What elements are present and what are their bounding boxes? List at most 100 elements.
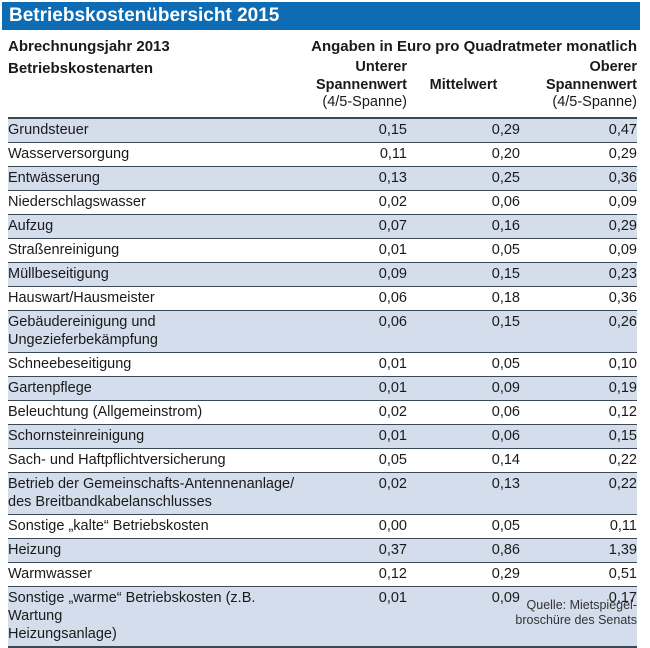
accounting-year-label: Abrechnungsjahr 2013: [8, 38, 170, 55]
value-upper: 0,17: [608, 589, 637, 606]
table-row: Gartenpflege 0,01 0,09 0,19: [8, 376, 637, 401]
table-row: Betrieb der Gemeinschafts-Antennenanlage…: [8, 472, 637, 515]
value-upper: 0,15: [608, 427, 637, 444]
value-lower: 0,01: [378, 427, 407, 444]
value-mean: 0,15: [491, 313, 520, 330]
value-upper: 0,29: [608, 145, 637, 162]
value-mean: 0,06: [491, 403, 520, 420]
row-label: Gebäudereinigung und Ungezieferbekämpfun…: [8, 313, 158, 348]
value-lower: 0,05: [378, 451, 407, 468]
table-row: Wasserversorgung 0,11 0,20 0,29: [8, 142, 637, 167]
table-row: Sonstige „kalte“ Betriebskosten 0,00 0,05 0…: [8, 514, 637, 539]
column-header-cost-types: Betriebskostenarten: [8, 60, 154, 77]
row-label: Heizung: [8, 541, 62, 558]
table-row: Straßenreinigung 0,01 0,05 0,09: [8, 238, 637, 263]
table-row: Entwässerung 0,13 0,25 0,36: [8, 166, 637, 191]
value-lower: 0,02: [378, 193, 407, 210]
value-upper: 0,26: [608, 313, 637, 330]
value-mean: 0,13: [491, 475, 520, 492]
row-label: Grundsteuer: [8, 121, 89, 138]
table-row: Beleuchtung (Allgemeinstrom) 0,02 0,06 0,12: [8, 400, 637, 425]
table-header: Abrechnungsjahr 2013 Angaben in Euro pro…: [0, 30, 650, 112]
value-upper: 0,22: [608, 451, 637, 468]
table-row: Hauswart/Hausmeister 0,06 0,18 0,36: [8, 286, 637, 311]
source-note: Quelle: Mietspiegel- broschüre des Senat…: [515, 598, 637, 627]
value-lower: 0,01: [378, 379, 407, 396]
value-lower: 0,12: [378, 565, 407, 582]
row-label: Entwässerung: [8, 169, 100, 186]
table-row: Grundsteuer 0,15 0,29 0,47: [8, 118, 637, 143]
page-title: Betriebskostenübersicht 2015: [2, 2, 640, 30]
row-label: Aufzug: [8, 217, 54, 234]
table-row: Niederschlagswasser 0,02 0,06 0,09: [8, 190, 637, 215]
value-lower: 0,06: [378, 313, 407, 330]
value-upper: 0,36: [608, 169, 637, 186]
value-upper: 0,12: [608, 403, 637, 420]
value-mean: 0,14: [491, 451, 520, 468]
table-row: Aufzug 0,07 0,16 0,29: [8, 214, 637, 239]
value-lower: 0,13: [378, 169, 407, 186]
units-note: Angaben in Euro pro Quadratmeter monatli…: [311, 38, 637, 55]
value-upper: 1,39: [608, 541, 637, 558]
value-upper: 0,19: [608, 379, 637, 396]
value-lower: 0,01: [378, 241, 407, 258]
value-lower: 0,15: [378, 121, 407, 138]
value-upper: 0,36: [608, 289, 637, 306]
row-label: Sach- und Haftpflichtversicherung: [8, 451, 226, 468]
value-lower: 0,01: [378, 589, 407, 606]
value-mean: 0,05: [491, 517, 520, 534]
value-mean: 0,09: [491, 589, 520, 606]
value-mean: 0,86: [491, 541, 520, 558]
column-header-upper: Oberer Spannenwert (4/5-Spanne): [545, 59, 637, 110]
value-mean: 0,15: [491, 265, 520, 282]
row-label: Sonstige „warme“ Betriebskosten (z.B. Wa…: [8, 589, 256, 642]
value-mean: 0,29: [491, 121, 520, 138]
row-label: Straßenreinigung: [8, 241, 120, 258]
row-label: Sonstige „kalte“ Betriebskosten: [8, 517, 209, 534]
table-row: Schneebeseitigung 0,01 0,05 0,10: [8, 352, 637, 377]
column-header-mean: Mittelwert: [429, 76, 498, 93]
column-header-lower: Unterer Spannenwert (4/5-Spanne): [315, 59, 407, 110]
value-upper: 0,51: [608, 565, 637, 582]
value-upper: 0,11: [609, 517, 637, 534]
value-lower: 0,09: [378, 265, 407, 282]
table-row: Warmwasser 0,12 0,29 0,51: [8, 562, 637, 587]
value-lower: 0,06: [378, 289, 407, 306]
value-upper: 0,10: [608, 355, 637, 372]
value-upper: 0,09: [608, 193, 637, 210]
value-upper: 0,22: [608, 475, 637, 492]
value-lower: 0,00: [378, 517, 407, 534]
row-label: Hauswart/Hausmeister: [8, 289, 155, 306]
value-mean: 0,20: [491, 145, 520, 162]
row-label: Gartenpflege: [8, 379, 92, 396]
value-mean: 0,18: [491, 289, 520, 306]
value-mean: 0,25: [491, 169, 520, 186]
row-label: Beleuchtung (Allgemeinstrom): [8, 403, 203, 420]
value-upper: 0,09: [608, 241, 637, 258]
row-label: Schneebeseitigung: [8, 355, 132, 372]
value-mean: 0,09: [491, 379, 520, 396]
value-upper: 0,29: [608, 217, 637, 234]
table-body: Grundsteuer 0,15 0,29 0,47 Wasserversorgung 0…: [8, 116, 637, 648]
table-row: Heizung 0,37 0,86 1,39: [8, 538, 637, 563]
value-mean: 0,06: [491, 427, 520, 444]
value-lower: 0,37: [378, 541, 407, 558]
value-lower: 0,01: [378, 355, 407, 372]
row-label: Schornsteinreinigung: [8, 427, 145, 444]
value-mean: 0,16: [491, 217, 520, 234]
value-lower: 0,11: [379, 145, 407, 162]
value-mean: 0,05: [491, 355, 520, 372]
value-upper: 0,47: [608, 121, 637, 138]
row-label: Wasserversorgung: [8, 145, 130, 162]
table-row: Schornsteinreinigung 0,01 0,06 0,15: [8, 424, 637, 449]
row-label: Betrieb der Gemeinschafts-Antennenanlage…: [8, 475, 295, 510]
value-mean: 0,05: [491, 241, 520, 258]
value-upper: 0,23: [608, 265, 637, 282]
value-mean: 0,29: [491, 565, 520, 582]
value-mean: 0,06: [491, 193, 520, 210]
value-lower: 0,02: [378, 475, 407, 492]
value-lower: 0,02: [378, 403, 407, 420]
table-row: Müllbeseitigung 0,09 0,15 0,23: [8, 262, 637, 287]
value-lower: 0,07: [378, 217, 407, 234]
